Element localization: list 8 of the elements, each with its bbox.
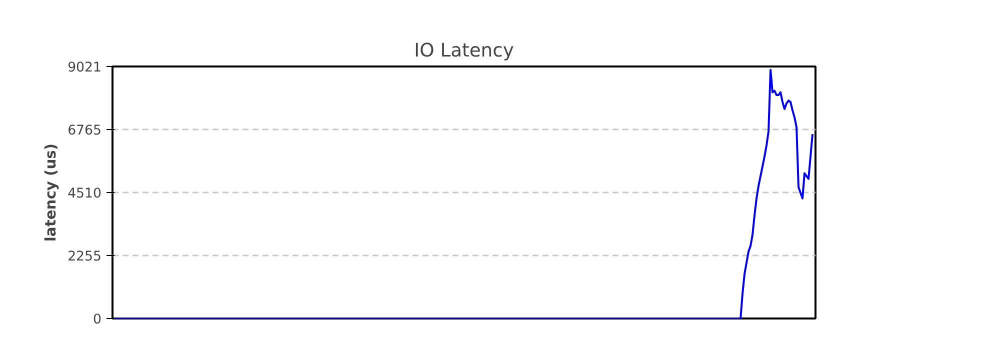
line-series bbox=[112, 68, 814, 318]
y-tick-label: 0 bbox=[93, 312, 102, 328]
y-tick-label: 4510 bbox=[68, 186, 102, 202]
y-tick-label: 6765 bbox=[68, 124, 102, 139]
y-axis-title: latency (us) bbox=[42, 143, 60, 242]
chart-title: IO Latency bbox=[414, 40, 514, 62]
y-tick-label: 9021 bbox=[68, 60, 102, 76]
y-tick-label: 2255 bbox=[68, 250, 102, 265]
